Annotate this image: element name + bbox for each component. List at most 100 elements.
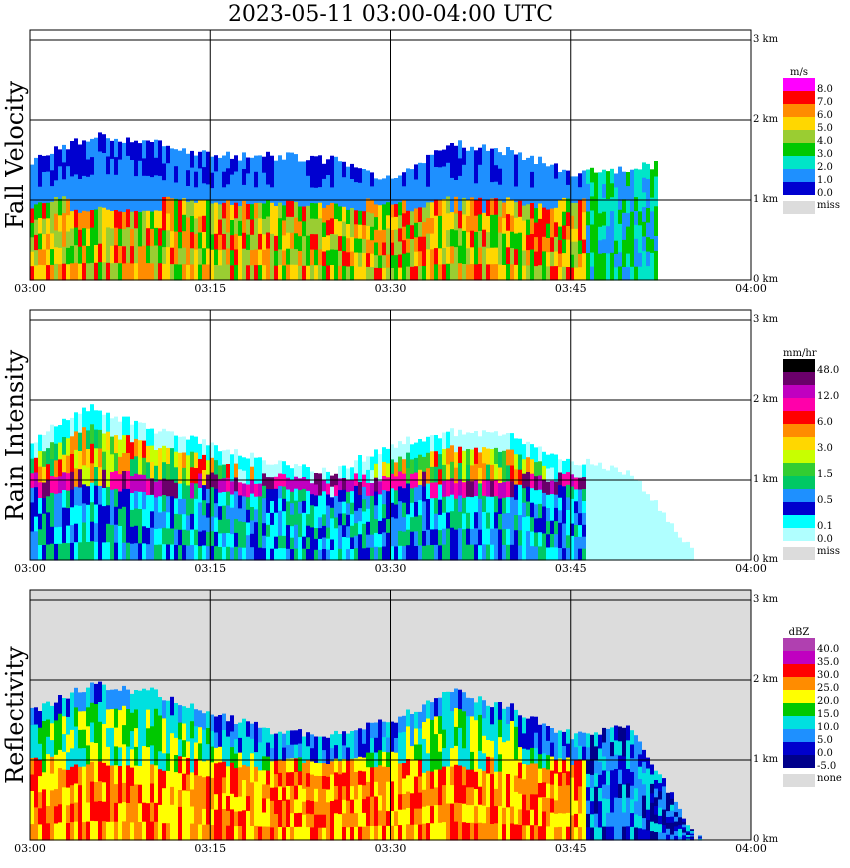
heatmap-column [214,716,218,841]
heatmap-column [550,728,554,841]
heatmap-column [94,137,98,281]
heatmap-column [158,140,162,281]
heatmap-column [38,711,42,841]
heatmap-column [366,170,370,281]
heatmap-column [58,695,62,841]
heatmap-column [542,723,546,841]
heatmap-column [274,733,278,841]
heatmap-column [142,140,146,281]
heatmap-column [198,151,202,281]
legend-entry: 0.1 [783,515,847,532]
heatmap-column [374,178,378,281]
heatmap-column [234,155,238,281]
heatmap-column [506,706,510,841]
heatmap-column [498,435,502,561]
legend-entry: 40.0 [783,638,847,655]
legend-entry: 7.0 [783,91,847,108]
heatmap-column [526,718,530,841]
legend-value: 3.0 [817,443,833,454]
heatmap-column [682,542,686,561]
heatmap-column [438,438,442,561]
heatmap-column [546,166,550,281]
legend-value: 3.0 [817,149,833,160]
heatmap-column [446,691,450,841]
heatmap-column [522,160,526,281]
heatmap-column [634,168,638,281]
heatmap-column [482,144,486,281]
heatmap-column [250,157,254,281]
heatmap-column [566,458,570,561]
heatmap-column [354,730,358,841]
heatmap-column [450,428,454,561]
legend-missing-label: miss [817,200,840,211]
heatmap-column [138,143,142,281]
legend-entry: 2.0 [783,156,847,173]
heatmap-column [42,703,46,841]
heatmap-column [194,155,198,281]
heatmap-column [230,158,234,281]
heatmap-column [446,145,450,281]
heatmap-column [426,436,430,561]
y-tick-label: 0 km [753,554,779,565]
heatmap-column [634,735,638,841]
heatmap-column [346,166,350,281]
heatmap-column [514,154,518,281]
heatmap-column [354,460,358,561]
heatmap-column [202,150,206,281]
heatmap-column [386,722,390,841]
heatmap-column [246,721,250,841]
heatmap-column [122,685,126,841]
heatmap-column [78,413,82,561]
heatmap-column [150,428,154,561]
heatmap-column [246,157,250,281]
heatmap-column [98,681,102,841]
heatmap-column [630,169,634,281]
heatmap-column [690,547,694,561]
legend-swatch [783,528,815,541]
heatmap-column [426,154,430,281]
heatmap-column [418,439,422,561]
heatmap-column [50,424,54,561]
heatmap-column [454,688,458,841]
heatmap-column [602,468,606,561]
heatmap-column [558,172,562,281]
heatmap-column [262,156,266,281]
heatmap-column [626,470,630,561]
heatmap-column [102,684,106,841]
heatmap-column [630,475,634,561]
heatmap-column [126,137,130,281]
heatmap-column [606,728,610,841]
legend-value: 0.0 [817,188,833,199]
legend-missing-entry: miss [783,547,847,561]
heatmap-column [390,444,394,561]
legend-value: 0.0 [817,748,833,759]
heatmap-column [430,154,434,281]
heatmap-column [434,150,438,281]
heatmap-column [554,163,558,281]
legend-entry: 30.0 [783,664,847,681]
legend-value: 6.0 [817,110,833,121]
legend-swatch [783,703,815,716]
heatmap-column [582,464,586,561]
heatmap-column [338,466,342,561]
heatmap-column [498,152,502,281]
heatmap-column [222,450,226,561]
heatmap-column [158,697,162,841]
legend-entry: 3.0 [783,143,847,160]
heatmap-column [538,446,542,561]
legend-entry: 12.0 [783,385,847,402]
heatmap-column [226,449,230,561]
heatmap-column [234,724,238,841]
heatmap-column [670,792,674,841]
heatmap-column [110,418,114,561]
heatmap-column [154,689,158,841]
heatmap-column [646,757,650,841]
legend-swatch [783,638,815,651]
heatmap-column [326,471,330,561]
heatmap-column [330,734,334,841]
heatmap-column [662,778,666,841]
heatmap-column [358,455,362,561]
heatmap-column [134,420,138,561]
heatmap-column [50,705,54,841]
heatmap-column [350,163,354,281]
